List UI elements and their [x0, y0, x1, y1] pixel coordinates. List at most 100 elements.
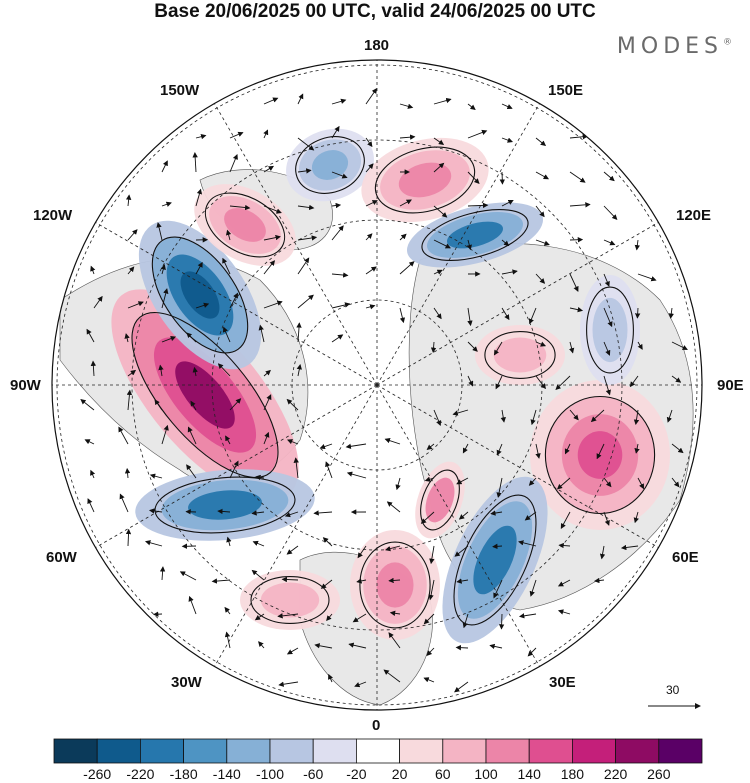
wind-vector [490, 510, 503, 516]
wind-vector [399, 103, 414, 109]
wind-vector [467, 103, 476, 111]
wind-vector [127, 301, 144, 309]
wind-vector [384, 438, 401, 445]
wind-vector [433, 205, 448, 218]
wind-vector [386, 501, 401, 513]
colorbar-swatch [355, 738, 400, 764]
wind-vector [125, 194, 132, 207]
wind-vector [159, 566, 166, 581]
wind-vector [331, 302, 351, 309]
wind-vector [190, 400, 197, 411]
wind-vector [192, 366, 198, 377]
wind-vector [433, 307, 442, 320]
wind-vector [492, 543, 503, 550]
wind-vector [496, 443, 503, 456]
height-contour [420, 469, 460, 531]
wind-vector [331, 225, 344, 241]
wind-vector [229, 292, 238, 309]
wind-vector [569, 409, 579, 421]
wind-vector [501, 239, 510, 247]
colorbar-tick-label: -140 [212, 766, 241, 782]
wind-vector [633, 511, 639, 524]
wind-vector [535, 171, 549, 180]
wind-vector [424, 476, 435, 482]
wind-vector [331, 171, 348, 179]
anomaly-shading [493, 337, 547, 373]
wind-vector [399, 134, 416, 140]
wind-vector [467, 375, 474, 387]
wind-vector [87, 498, 95, 513]
wind-vector [263, 165, 274, 173]
wind-vector [263, 234, 281, 241]
wind-vector [569, 171, 586, 183]
wind-vector [118, 426, 129, 445]
colorbar-swatch [528, 738, 573, 764]
wind-vector [634, 443, 640, 454]
wind-vector [495, 375, 503, 390]
wind-vector [637, 341, 643, 350]
colorbar-swatch [269, 738, 314, 764]
wind-vector [161, 424, 169, 445]
wind-vector [297, 235, 318, 241]
wind-vector [389, 610, 401, 616]
wind-vector [429, 545, 435, 565]
wind-vector [229, 398, 242, 411]
wind-vector [90, 360, 97, 377]
wind-vector [161, 336, 177, 343]
wind-vector [501, 307, 510, 321]
anomaly-shading [398, 162, 452, 198]
wind-vector [596, 443, 605, 460]
lon-label-90w: 90W [10, 377, 41, 394]
wind-vector [297, 93, 304, 105]
wind-vector [535, 273, 546, 284]
wind-vector [603, 477, 612, 488]
wind-vector [671, 443, 684, 454]
height-contour [295, 136, 365, 194]
wind-vector [365, 233, 373, 241]
colorbar [53, 738, 703, 764]
wind-vector [535, 239, 550, 246]
wind-vector [149, 473, 163, 479]
wind-vector [555, 375, 571, 391]
colorbar-tick-label: -180 [169, 766, 198, 782]
wind-vector [331, 98, 347, 105]
wind-vector [119, 493, 129, 513]
wind-vector [633, 409, 640, 426]
wind-vector [320, 579, 333, 589]
wind-vector [188, 595, 197, 615]
wind-vector [124, 467, 131, 479]
meridian-line [376, 384, 659, 548]
wind-vector [161, 288, 169, 309]
wind-vector [251, 510, 265, 516]
anomaly-shading [473, 525, 517, 595]
colorbar-tick-label: -220 [126, 766, 155, 782]
height-contour [359, 541, 431, 629]
wind-vector [454, 545, 469, 557]
wind-vector [357, 545, 367, 559]
wind-vector [365, 266, 377, 275]
wind-vector [195, 134, 207, 140]
colorbar-tick-label: 100 [474, 766, 498, 782]
wind-vector [161, 201, 172, 207]
lon-label-90e: 90E [717, 377, 744, 394]
wind-vector [385, 545, 401, 552]
wind-vector [322, 537, 333, 547]
map-border [51, 59, 703, 711]
meridian-line [376, 222, 659, 386]
polar-map [51, 59, 703, 711]
wind-vector [211, 578, 231, 584]
wind-vector [603, 375, 611, 396]
colorbar-tick-label: 20 [391, 766, 408, 782]
height-contour [131, 312, 279, 478]
anomaly-shading [446, 221, 504, 249]
anomaly-shading [180, 271, 220, 319]
wind-vector [455, 644, 469, 651]
modes-logo: MODES® [617, 34, 732, 59]
reference-vector-label: 30 [666, 683, 680, 697]
wind-vector [352, 613, 367, 623]
lon-label-60w: 60W [46, 549, 77, 566]
wind-vector [365, 137, 373, 148]
height-contour [374, 146, 476, 214]
colorbar-swatch [139, 738, 184, 764]
wind-vector [229, 153, 238, 173]
